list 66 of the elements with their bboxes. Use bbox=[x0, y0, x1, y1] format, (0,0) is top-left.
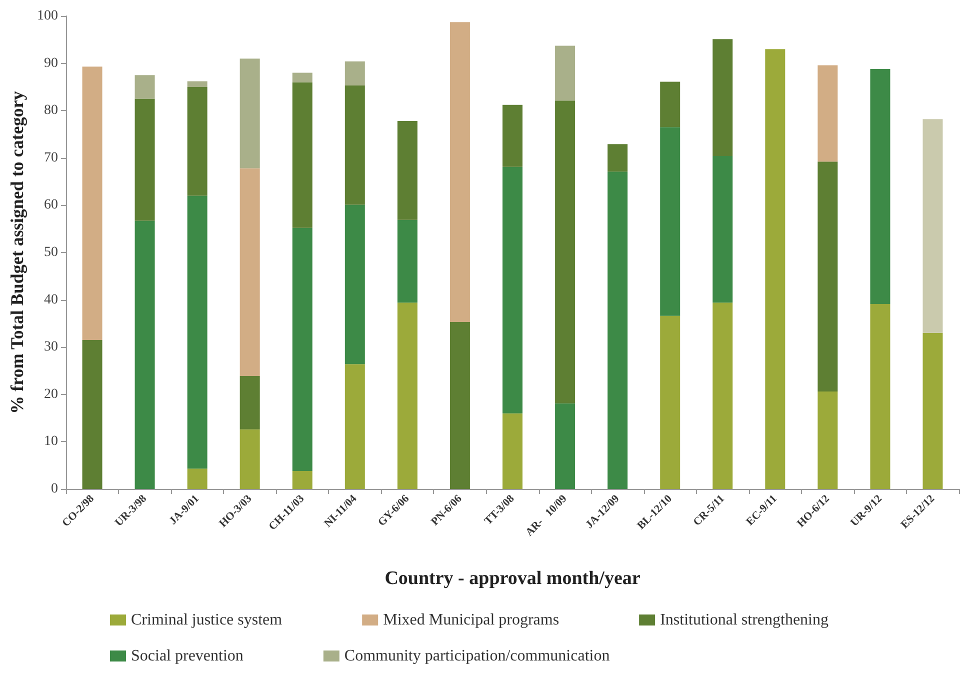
bar bbox=[660, 82, 680, 128]
bar bbox=[502, 104, 522, 167]
bar bbox=[187, 196, 208, 469]
bar bbox=[187, 468, 208, 489]
bar bbox=[712, 39, 733, 156]
y-tick-label: 80 bbox=[44, 103, 58, 118]
bar bbox=[134, 75, 155, 99]
bar bbox=[608, 144, 628, 172]
bar bbox=[765, 49, 786, 489]
x-axis-title: Country - approval month/year bbox=[384, 568, 641, 589]
y-tick-label: 30 bbox=[44, 340, 58, 355]
legend-label: Community participation/communication bbox=[344, 648, 610, 664]
legend-label: Social prevention bbox=[131, 648, 244, 664]
legend-label: Mixed Municipal programs bbox=[383, 612, 560, 628]
bar bbox=[712, 302, 733, 489]
y-tick-label: 60 bbox=[44, 198, 58, 213]
legend-label: Criminal justice system bbox=[131, 612, 283, 628]
bar bbox=[134, 98, 155, 221]
y-tick-label: 100 bbox=[37, 8, 58, 24]
bar bbox=[344, 364, 365, 489]
bar bbox=[450, 322, 470, 489]
bar bbox=[922, 119, 943, 333]
y-tick-label: 0 bbox=[51, 482, 58, 496]
bar bbox=[240, 58, 260, 168]
bar bbox=[240, 168, 260, 376]
bar bbox=[555, 403, 576, 489]
bar bbox=[660, 127, 680, 316]
y-tick-label: 90 bbox=[44, 56, 58, 71]
y-tick-label: 40 bbox=[44, 292, 58, 308]
bar bbox=[82, 66, 102, 340]
bar bbox=[187, 86, 208, 196]
bar bbox=[450, 22, 470, 322]
y-tick-label: 70 bbox=[44, 150, 58, 166]
y-tick-label: 50 bbox=[44, 245, 58, 260]
bar bbox=[240, 376, 260, 430]
legend-label: Institutional strengthening bbox=[660, 612, 828, 628]
bar bbox=[870, 68, 890, 304]
bar bbox=[82, 340, 102, 489]
bar bbox=[344, 86, 365, 205]
bar bbox=[134, 220, 155, 489]
bar bbox=[397, 121, 418, 220]
bar bbox=[712, 156, 733, 303]
bar bbox=[555, 46, 576, 101]
y-tick-label: 20 bbox=[44, 386, 58, 402]
y-tick-label: 10 bbox=[44, 434, 58, 450]
bar bbox=[502, 166, 522, 414]
bar bbox=[818, 162, 838, 392]
bar bbox=[818, 65, 838, 162]
bar bbox=[818, 392, 838, 489]
bar bbox=[344, 204, 365, 364]
bar bbox=[292, 82, 312, 228]
bar bbox=[555, 100, 576, 404]
bar bbox=[502, 413, 522, 489]
y-axis-title: % from Total Budget assigned to category bbox=[7, 91, 27, 414]
bar bbox=[397, 302, 418, 489]
bar bbox=[608, 172, 628, 489]
bar bbox=[922, 332, 943, 489]
bar bbox=[187, 81, 208, 87]
bar bbox=[660, 316, 680, 489]
bar bbox=[292, 228, 312, 472]
bar bbox=[240, 429, 260, 489]
bar bbox=[397, 220, 418, 303]
bar bbox=[870, 304, 890, 489]
bar bbox=[344, 61, 365, 86]
bar bbox=[292, 72, 312, 82]
bar bbox=[292, 471, 312, 489]
